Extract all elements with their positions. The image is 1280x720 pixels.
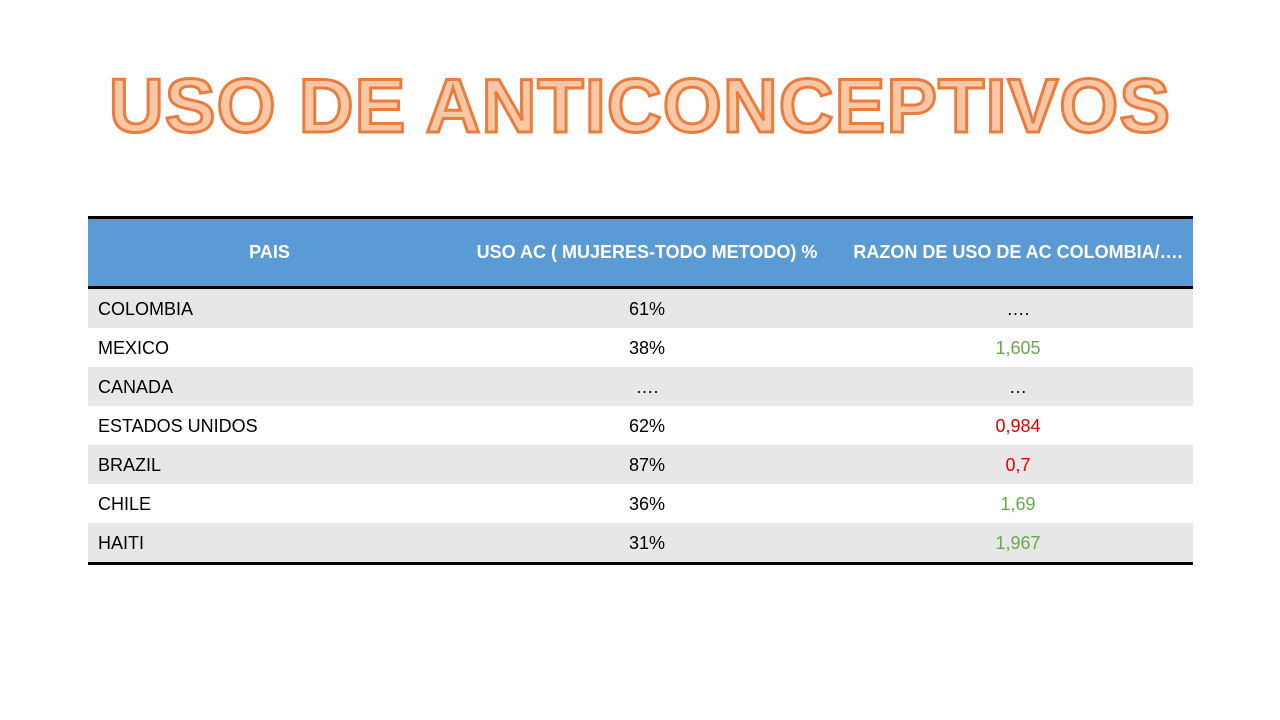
cell-uso: 38% xyxy=(451,328,843,367)
cell-country: CANADA xyxy=(88,367,451,406)
cell-country: COLOMBIA xyxy=(88,287,451,328)
cell-razon: 0,984 xyxy=(843,406,1193,445)
cell-uso: 36% xyxy=(451,484,843,523)
table-row: BRAZIL 87% 0,7 xyxy=(88,445,1193,484)
cell-razon: 1,605 xyxy=(843,328,1193,367)
cell-country: HAITI xyxy=(88,523,451,565)
cell-uso: 31% xyxy=(451,523,843,565)
table-row: CHILE 36% 1,69 xyxy=(88,484,1193,523)
cell-uso: 61% xyxy=(451,287,843,328)
cell-country: BRAZIL xyxy=(88,445,451,484)
header-pais: PAIS xyxy=(88,216,451,289)
contraceptive-use-table: PAIS USO AC ( MUJERES-TODO METODO) % RAZ… xyxy=(88,216,1193,565)
table-row: ESTADOS UNIDOS 62% 0,984 xyxy=(88,406,1193,445)
cell-country: ESTADOS UNIDOS xyxy=(88,406,451,445)
cell-uso: 62% xyxy=(451,406,843,445)
header-razon: RAZON DE USO DE AC COLOMBIA/…. xyxy=(843,216,1193,289)
cell-razon: …. xyxy=(843,287,1193,328)
cell-razon: … xyxy=(843,367,1193,406)
cell-uso: …. xyxy=(451,367,843,406)
table-row: HAITI 31% 1,967 xyxy=(88,523,1193,565)
cell-uso: 87% xyxy=(451,445,843,484)
header-uso-ac: USO AC ( MUJERES-TODO METODO) % xyxy=(451,216,843,289)
cell-razon: 1,69 xyxy=(843,484,1193,523)
slide-title: USO DE ANTICONCEPTIVOS xyxy=(107,63,1172,151)
table-row: COLOMBIA 61% …. xyxy=(88,287,1193,328)
cell-razon: 1,967 xyxy=(843,523,1193,565)
cell-country: MEXICO xyxy=(88,328,451,367)
table-header-row: PAIS USO AC ( MUJERES-TODO METODO) % RAZ… xyxy=(88,216,1193,289)
cell-country: CHILE xyxy=(88,484,451,523)
cell-razon: 0,7 xyxy=(843,445,1193,484)
table-row: MEXICO 38% 1,605 xyxy=(88,328,1193,367)
table-row: CANADA …. … xyxy=(88,367,1193,406)
